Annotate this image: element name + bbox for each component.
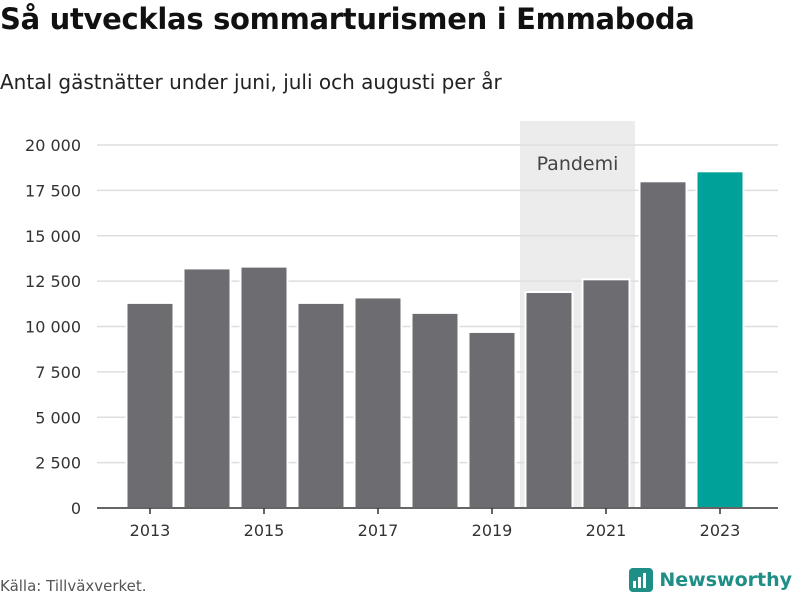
bar-2023 [695, 170, 745, 509]
bar-2021 [581, 278, 631, 509]
y-tick-label: 12 500 [25, 272, 81, 291]
pandemic-label: Pandemi [537, 153, 619, 175]
source-note: Källa: Tillväxverket. [0, 577, 147, 595]
y-tick-label: 0 [71, 499, 81, 518]
y-tick-label: 2 500 [35, 454, 81, 473]
bar-2020 [524, 291, 574, 510]
x-tick-label: 2023 [700, 521, 741, 540]
y-tick-label: 7 500 [35, 363, 81, 382]
x-tick-label: 2013 [130, 521, 171, 540]
chart-title: Så utvecklas sommarturismen i Emmaboda [0, 2, 695, 36]
x-tick-label: 2017 [358, 521, 399, 540]
bar-chart: Pandemi 0 2 500 5 000 7 500 10 000 12 500 15 0… [25, 121, 778, 540]
brand-logo[interactable]: Newsworthy [629, 568, 792, 592]
y-tick-label: 10 000 [25, 318, 81, 337]
bar-2019 [467, 330, 517, 509]
bar-2013 [125, 301, 175, 509]
bar-2016 [296, 301, 346, 509]
chart-subtitle: Antal gästnätter under juni, juli och au… [0, 70, 502, 94]
y-tick-label: 5 000 [35, 408, 81, 427]
x-tick-label: 2015 [244, 521, 285, 540]
bar-2017 [353, 296, 403, 509]
x-tick-label: 2021 [586, 521, 627, 540]
axis-layer: 2013 2015 2017 2019 2021 2023 [97, 507, 778, 540]
bar-2014 [182, 267, 232, 510]
bar-2015 [239, 265, 289, 510]
brand-name: Newsworthy [659, 569, 792, 591]
y-tick-label: 15 000 [25, 227, 81, 246]
y-tick-label: 17 500 [25, 181, 81, 200]
x-tick-label: 2019 [472, 521, 513, 540]
newsworthy-logo-icon [629, 568, 654, 592]
bar-2018 [410, 311, 460, 510]
y-tick-label: 20 000 [25, 136, 81, 155]
bar-layer [125, 170, 745, 510]
bar-2022 [638, 180, 688, 510]
